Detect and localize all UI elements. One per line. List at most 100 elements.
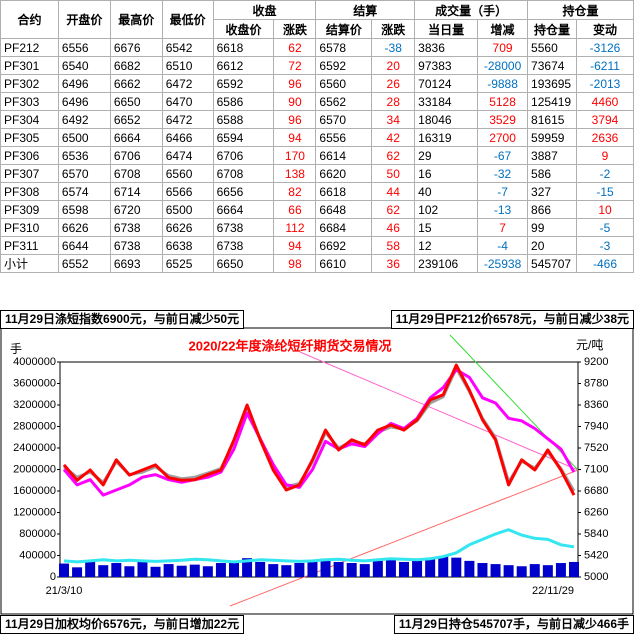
cell: 6626 xyxy=(161,218,214,237)
cell: 6620 xyxy=(315,164,373,183)
y-tick-label: 2000000 xyxy=(13,463,56,475)
volume-bar xyxy=(281,565,292,577)
cell: 6552 xyxy=(57,254,111,273)
cell: 6708 xyxy=(109,164,163,183)
cell: PF212 xyxy=(0,38,59,57)
cell: 66 xyxy=(273,200,317,219)
cell: 6500 xyxy=(57,128,111,147)
cell: 6618 xyxy=(315,182,373,201)
volume-bar xyxy=(59,563,69,577)
cell: 6574 xyxy=(57,182,111,201)
header-cell: 变动 xyxy=(576,19,634,39)
volume-bar xyxy=(215,563,226,577)
cell: 90 xyxy=(273,92,317,111)
cell: 6536 xyxy=(57,146,111,165)
cell: 98 xyxy=(273,254,317,273)
y2-tick-label: 7520 xyxy=(584,442,608,454)
header-cell: 涨跌 xyxy=(371,19,416,39)
y2-tick-label: 6680 xyxy=(584,485,608,497)
cell: 6525 xyxy=(161,254,214,273)
volume-bar xyxy=(163,564,174,577)
cell: 6708 xyxy=(212,164,275,183)
cell: 6664 xyxy=(212,200,275,219)
header-cell: 合约 xyxy=(0,0,59,39)
cell: 5128 xyxy=(477,92,529,111)
cell: 193695 xyxy=(527,74,578,93)
cell: 5560 xyxy=(527,38,578,57)
cell: 6566 xyxy=(161,182,214,201)
volume-bar xyxy=(569,561,579,577)
volume-bar xyxy=(464,560,475,577)
header-row: 收盘价 涨跌 结算价 涨跌 当日量 增减 持仓量 变动 xyxy=(1,19,634,39)
table-row: 小计 6552 6693 6525 6650 98 6610 36 239106 -25938 54… xyxy=(0,254,634,273)
volume-bar xyxy=(111,563,122,577)
cell: 16319 xyxy=(414,128,479,147)
cell: -13 xyxy=(477,200,529,219)
volume-bar xyxy=(555,563,566,577)
header-cell: 收盘价 xyxy=(212,19,275,39)
cell: -32 xyxy=(477,164,529,183)
volume-bar xyxy=(399,561,409,577)
header-cell: 最高价 xyxy=(109,0,163,39)
cell: 4460 xyxy=(576,92,634,111)
volume-bar xyxy=(320,558,331,577)
cell: 15 xyxy=(414,218,479,237)
banner: 11月29日涤短指数6900元，与前日减少50元 xyxy=(0,310,245,329)
cell: 6664 xyxy=(109,128,163,147)
header-cell: 结算 xyxy=(315,0,416,20)
cell: 72 xyxy=(273,56,317,75)
volume-bar xyxy=(229,560,239,577)
cell: 3529 xyxy=(477,110,529,129)
table-row: PF309 6598 6720 6500 6664 66 6648 62 102 -13 866 10 xyxy=(0,200,634,219)
cell: 6652 xyxy=(109,110,163,129)
cell: 6492 xyxy=(57,110,111,129)
cell: 18046 xyxy=(414,110,479,129)
volume-bar xyxy=(503,565,514,577)
cell: PF311 xyxy=(0,236,59,255)
cell: 6693 xyxy=(109,254,163,273)
table-row: PF310 6626 6738 6626 6738 112 6684 46 15 7 99 -5 xyxy=(0,218,634,237)
cell: -5 xyxy=(576,218,634,237)
table-row: PF307 6570 6708 6560 6708 138 6620 50 16 -32 586 -2 xyxy=(0,164,634,183)
cell: 96 xyxy=(273,110,317,129)
cell: 6500 xyxy=(161,200,214,219)
volume-bar xyxy=(72,567,83,577)
cell: 6472 xyxy=(161,74,214,93)
cell: 42 xyxy=(371,128,416,147)
volume-bar xyxy=(294,563,305,577)
cell: 6496 xyxy=(57,92,111,111)
cell: 94 xyxy=(273,236,317,255)
cell: 34 xyxy=(371,110,416,129)
y2-tick-label: 5000 xyxy=(584,571,608,583)
y-tick-label: 800000 xyxy=(19,528,56,540)
cell: -15 xyxy=(576,182,634,201)
cell: 6542 xyxy=(161,38,214,57)
cell: 545707 xyxy=(527,254,578,273)
y-tick-label: 2800000 xyxy=(13,420,56,432)
cell: 16 xyxy=(414,164,479,183)
table-row: PF302 6496 6662 6472 6592 96 6560 26 70124 -9888 1… xyxy=(0,74,634,93)
cell: 6720 xyxy=(109,200,163,219)
cell: 33184 xyxy=(414,92,479,111)
volume-bar xyxy=(542,565,553,577)
series-line xyxy=(63,528,575,564)
cell: 6738 xyxy=(109,236,163,255)
cell: 70124 xyxy=(414,74,479,93)
cell: 586 xyxy=(527,164,578,183)
y2-tick-label: 7940 xyxy=(584,420,608,432)
y-tick-label: 1600000 xyxy=(13,485,56,497)
cell: PF307 xyxy=(0,164,59,183)
cell: PF303 xyxy=(0,92,59,111)
cell: 6612 xyxy=(212,56,275,75)
header-cell: 当日量 xyxy=(414,19,479,39)
cell: 6594 xyxy=(212,128,275,147)
y2-axis-label: 元/吨 xyxy=(576,338,603,352)
cell: 6588 xyxy=(212,110,275,129)
volume-bar xyxy=(490,564,501,577)
x-tick-label: 22/11/29 xyxy=(532,585,574,597)
chart-title: 2020/22年度涤纶短纤期货交易情况 xyxy=(189,338,392,353)
cell: 6578 xyxy=(315,38,373,57)
cell: 20 xyxy=(527,236,578,255)
cell: 6684 xyxy=(315,218,373,237)
cell: -28000 xyxy=(477,56,529,75)
